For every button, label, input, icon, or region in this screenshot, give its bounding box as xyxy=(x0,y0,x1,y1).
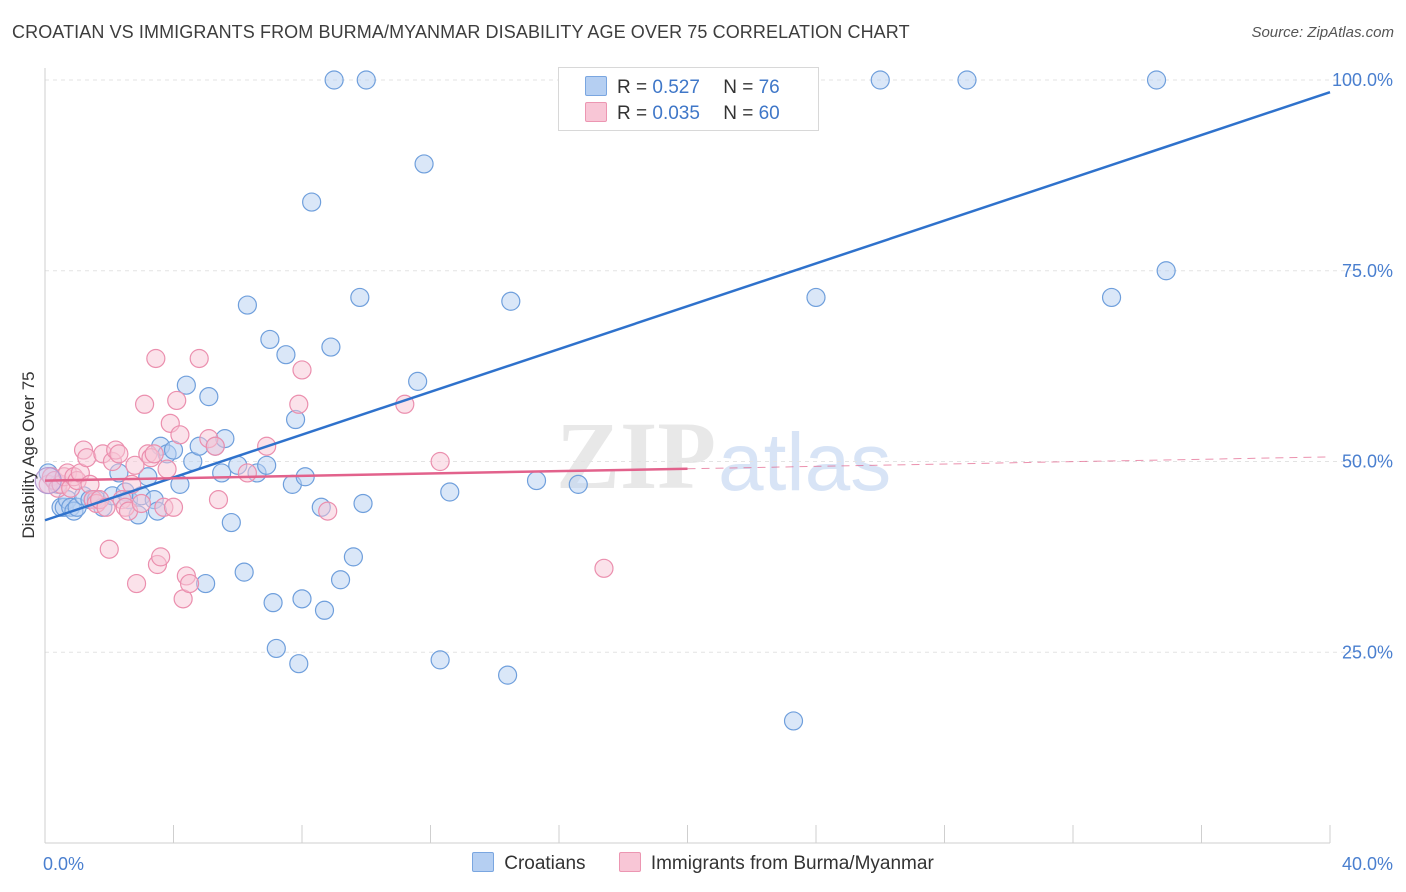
point-croatians xyxy=(1156,261,1176,281)
point-croatians xyxy=(266,638,286,659)
series-legend-croatians[interactable]: Croatians xyxy=(472,852,586,875)
point-croatians xyxy=(276,345,296,365)
point-croatians xyxy=(414,154,434,174)
point-burma xyxy=(163,497,184,517)
point-burma xyxy=(109,444,129,464)
point-burma xyxy=(134,394,155,414)
point-croatians xyxy=(234,562,254,582)
point-croatians xyxy=(356,70,376,90)
legend-n-label: N = xyxy=(723,77,754,98)
point-burma xyxy=(208,490,229,510)
point-croatians xyxy=(257,455,277,475)
point-burma xyxy=(131,493,151,514)
point-burma xyxy=(594,558,614,578)
trendline-croatians xyxy=(44,91,1331,522)
point-croatians xyxy=(289,654,309,674)
y-tick-label: 25.0% xyxy=(1342,642,1393,662)
point-croatians xyxy=(350,287,370,308)
point-burma xyxy=(170,425,190,445)
point-burma xyxy=(205,436,225,456)
point-croatians xyxy=(221,512,241,533)
point-croatians xyxy=(260,329,280,350)
point-croatians xyxy=(440,482,460,502)
point-burma xyxy=(157,459,177,479)
point-croatians xyxy=(430,650,450,670)
y-axis-label: Disability Age Over 75 xyxy=(19,371,38,538)
point-croatians xyxy=(1101,287,1122,308)
series-legend: Croatians Immigrants from Burma/Myanmar xyxy=(0,852,1406,875)
point-croatians xyxy=(263,593,283,613)
point-croatians xyxy=(501,291,521,311)
point-burma xyxy=(237,463,257,483)
point-burma xyxy=(318,501,338,521)
series-name-croatians: Croatians xyxy=(504,853,586,874)
point-croatians xyxy=(302,192,322,212)
point-croatians xyxy=(176,375,196,395)
legend-row-croatians: R = 0.527 N = 76 xyxy=(585,76,780,100)
point-burma xyxy=(77,448,97,468)
point-croatians xyxy=(957,70,977,90)
point-burma xyxy=(126,573,147,594)
legend-swatch-croatians xyxy=(585,76,607,96)
point-burma xyxy=(167,390,187,411)
source-label: Source: ZipAtlas.com xyxy=(1251,24,1394,41)
series-legend-burma[interactable]: Immigrants from Burma/Myanmar xyxy=(618,852,934,875)
point-croatians xyxy=(314,600,335,620)
point-croatians xyxy=(806,287,826,308)
series-swatch-croatians xyxy=(472,852,495,872)
point-croatians xyxy=(292,589,312,609)
watermark-atlas: atlas xyxy=(718,417,891,508)
correlation-legend: R = 0.527 N = 76 R = 0.035 N = 60 xyxy=(558,67,819,131)
legend-r-value-burma: 0.035 xyxy=(652,103,700,124)
point-croatians xyxy=(568,474,588,494)
y-tick-label: 100.0% xyxy=(1332,70,1393,90)
point-croatians xyxy=(199,387,219,407)
point-croatians xyxy=(498,665,518,685)
point-burma xyxy=(289,394,309,414)
point-croatians xyxy=(1146,70,1167,90)
legend-r-label: R = xyxy=(617,103,648,124)
point-croatians xyxy=(321,337,341,357)
y-tick-label: 75.0% xyxy=(1342,261,1393,281)
x-tick-label: 0.0% xyxy=(43,854,84,874)
point-burma xyxy=(430,451,450,472)
point-burma xyxy=(125,455,145,475)
point-croatians xyxy=(196,573,216,594)
x-tick-label: 40.0% xyxy=(1342,854,1393,874)
point-croatians xyxy=(353,493,373,514)
point-burma xyxy=(179,573,200,594)
series-swatch-burma xyxy=(618,852,641,872)
point-croatians xyxy=(408,371,428,391)
legend-n-label: N = xyxy=(723,103,754,124)
legend-n-value-croatians: 76 xyxy=(758,77,780,98)
y-tick-label: 50.0% xyxy=(1342,452,1393,472)
legend-swatch-burma xyxy=(585,102,607,122)
point-burma xyxy=(144,444,164,464)
point-croatians xyxy=(526,470,547,491)
legend-r-label: R = xyxy=(617,77,648,98)
series-name-burma: Immigrants from Burma/Myanmar xyxy=(650,853,934,874)
point-croatians xyxy=(870,70,890,90)
point-croatians xyxy=(783,711,804,731)
point-croatians xyxy=(343,547,363,567)
chart-title: CROATIAN VS IMMIGRANTS FROM BURMA/MYANMA… xyxy=(12,22,910,42)
point-burma xyxy=(292,360,312,380)
point-croatians xyxy=(237,295,257,315)
point-croatians xyxy=(330,570,351,590)
legend-n-value-burma: 60 xyxy=(758,103,780,124)
trendline-burma-extension xyxy=(687,456,1331,470)
legend-row-burma: R = 0.035 N = 60 xyxy=(585,102,780,126)
trendline-burma xyxy=(44,467,688,482)
point-croatians xyxy=(212,463,232,483)
point-burma xyxy=(146,348,166,369)
point-burma xyxy=(99,539,119,559)
point-croatians xyxy=(324,70,344,90)
point-burma xyxy=(189,348,209,369)
point-burma xyxy=(151,547,171,567)
legend-r-value-croatians: 0.527 xyxy=(652,77,700,98)
point-burma xyxy=(96,497,116,517)
